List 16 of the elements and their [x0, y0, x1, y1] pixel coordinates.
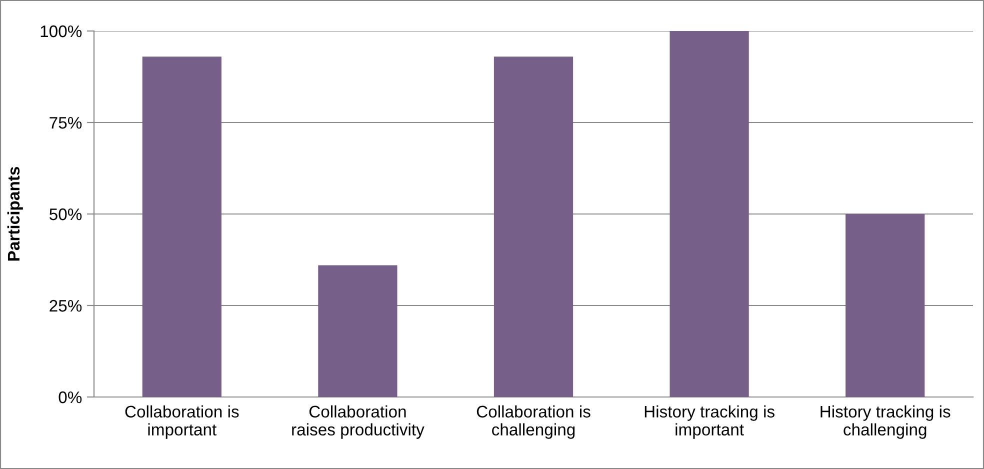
bar	[318, 265, 398, 397]
x-tick-label: History tracking is important	[644, 405, 774, 439]
bar	[670, 31, 749, 397]
x-tick-label: Collaboration is important	[125, 405, 239, 439]
bar	[494, 56, 574, 397]
y-tick-label: 75%	[50, 116, 82, 129]
x-tick-label: History tracking is challenging	[820, 405, 950, 439]
bar	[846, 214, 925, 397]
y-tick-label: 25%	[50, 300, 82, 312]
y-tick-label: 100%	[40, 25, 82, 38]
y-tick-label: 50%	[50, 208, 82, 220]
y-tick-label: 0%	[58, 391, 82, 404]
x-tick-label: Collaboration raises productivity	[292, 405, 424, 439]
x-tick-label: Collaboration is challenging	[476, 405, 590, 439]
bar	[142, 56, 222, 397]
y-axis-title: Participants	[7, 166, 23, 261]
